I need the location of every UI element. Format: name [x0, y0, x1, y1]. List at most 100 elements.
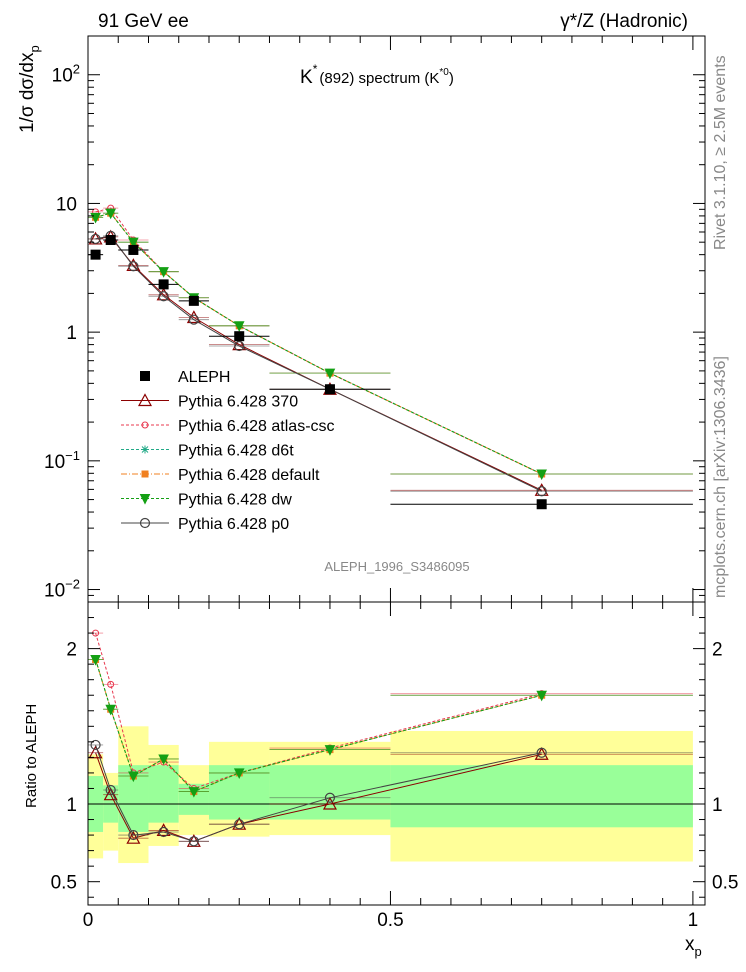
main-y-axis-label: 1/σ dσ/dxp: [17, 45, 42, 133]
legend-marker-5: [139, 517, 151, 529]
series-line-4: [95, 212, 542, 475]
plot-title-rest: (892) spectrum (K: [319, 70, 439, 87]
legend: ALEPH Pythia 6.428 370 Pythia 6.428 atlas-…: [121, 369, 335, 533]
series-line-3: [95, 212, 542, 475]
plot-title-close: ): [449, 70, 454, 87]
x-axis-label-main: x: [685, 934, 695, 955]
legend-label-0: Pythia 6.428 370: [178, 394, 298, 411]
data-point-6: [324, 384, 335, 395]
series-point-4-3: [158, 267, 169, 278]
ratio-series-point-5-0: [90, 739, 101, 751]
legend-marker-3: [141, 470, 149, 478]
x-tick-label-0: 0: [83, 910, 94, 931]
main-y-axis-label-sub: p: [27, 45, 42, 52]
ratio-series-point-5-2: [128, 829, 139, 841]
data-point-2: [128, 244, 139, 255]
series-point-5-0: [90, 233, 101, 245]
side-label-bottom: mcplots.cern.ch [arXiv:1306.3436]: [712, 356, 729, 598]
x-axis-label: xp: [685, 934, 702, 959]
ratio-y-tick-label-right-1: 1: [712, 795, 723, 816]
main-y-axis-label-main: 1/σ dσ/dx: [17, 52, 38, 133]
ratio-series-point-4-6: [324, 745, 336, 756]
legend-marker-1: [141, 421, 149, 429]
header-left: 91 GeV ee: [98, 11, 189, 32]
ratio-plot-axes: 0.5 0.5 1 1 2 2 0 0.5 1: [51, 601, 738, 931]
series-point-4-1: [105, 208, 116, 220]
main-y-tick-label-2: 1: [66, 323, 77, 344]
series-point-5-4: [188, 314, 199, 325]
main-y-tick-label-exp: 2: [73, 62, 80, 77]
main-y-tick-label-1: 10−1: [44, 448, 80, 473]
legend-marker-4: [139, 494, 151, 505]
series-point-5-2: [128, 261, 139, 272]
legend-label-2: Pythia 6.428 d6t: [178, 443, 294, 460]
ratio-series-point-0-3: [156, 823, 171, 837]
ratio-band-inner-6: [269, 765, 391, 820]
ratio-plot-series: [88, 629, 693, 847]
legend-label-1: Pythia 6.428 atlas-csc: [178, 418, 335, 435]
main-y-tick-label-exp: −2: [65, 577, 80, 592]
ratio-y-tick-label-1: 1: [66, 795, 77, 816]
main-plot-series: [88, 204, 693, 510]
main-y-tick-label-3: 10: [56, 194, 77, 215]
ratio-series-point-5-3: [158, 826, 169, 838]
ratio-series-point-5-1: [105, 784, 116, 796]
data-point-3: [158, 279, 169, 290]
series-point-5-3: [158, 291, 169, 302]
plot-title-main: K: [300, 67, 313, 88]
ratio-series-point-0-1: [103, 787, 118, 801]
header-right: γ*/Z (Hadronic): [560, 11, 688, 32]
series-point-4-2: [128, 237, 139, 249]
series-point-4-5: [233, 321, 245, 332]
ratio-series-point-4-2: [128, 771, 139, 783]
series-point-5-5: [234, 340, 245, 352]
ratio-series-point-5-4: [188, 836, 199, 847]
legend-label-5: Pythia 6.428 p0: [178, 516, 289, 533]
main-y-tick-label-base: 10: [44, 452, 65, 473]
main-y-tick-label-0: 10−2: [44, 577, 80, 602]
ratio-series-point-5-7: [536, 747, 547, 758]
data-point-0: [90, 249, 101, 260]
main-y-tick-label-base: 10: [52, 66, 73, 87]
plot-title: K*(892) spectrum (K*0): [300, 62, 454, 88]
ratio-y-tick-label-right-2: 2: [712, 640, 723, 661]
series-point-4-7: [536, 469, 547, 481]
main-y-tick-label-base: 10: [44, 581, 65, 602]
x-axis-label-sub: p: [695, 944, 702, 959]
main-plot-background: [88, 36, 705, 602]
ratio-series-line-3: [95, 659, 542, 793]
data-point-5: [234, 331, 245, 342]
legend-marker-0: [137, 393, 153, 407]
main-y-tick-label-base: 1: [66, 323, 77, 344]
ratio-series-point-4-0: [90, 654, 101, 666]
legend-marker-reference: [140, 371, 150, 381]
series-point-5-7: [536, 486, 547, 497]
ratio-band-inner-7: [390, 765, 693, 828]
ratio-series-point-4-1: [105, 704, 116, 716]
data-point-1: [105, 234, 116, 245]
x-tick-label-2: 1: [688, 910, 699, 931]
ratio-series-point-0-2: [126, 830, 141, 844]
ratio-plot-frame: [87, 601, 706, 906]
ratio-y-axis-label: Ratio to ALEPH: [23, 704, 40, 808]
legend-label-3: Pythia 6.428 default: [178, 467, 320, 484]
legend-label-reference: ALEPH: [178, 369, 230, 386]
ratio-plot-area: [88, 602, 705, 905]
main-y-tick-label-exp: −1: [65, 448, 80, 463]
ratio-series-point-4-5: [233, 768, 245, 780]
ratio-series-point-0-6: [322, 796, 337, 810]
legend-label-4: Pythia 6.428 dw: [178, 492, 292, 509]
ratio-series-point-5-5: [234, 819, 245, 830]
data-point-4: [188, 295, 199, 306]
x-tick-label-1: 0.5: [377, 910, 403, 931]
ratio-series-line-0: [95, 752, 542, 842]
legend-marker-2: [141, 445, 149, 454]
ratio-series-point-1-1: [107, 680, 115, 688]
ratio-y-tick-label-0: 0.5: [51, 873, 77, 894]
ratio-series-point-4-4: [188, 787, 200, 798]
analysis-watermark: ALEPH_1996_S3486095: [324, 559, 469, 574]
ratio-y-tick-label-right-0: 0.5: [712, 873, 738, 894]
ratio-series-point-4-7: [536, 690, 547, 702]
plot-title-sup2: *0: [439, 67, 449, 78]
